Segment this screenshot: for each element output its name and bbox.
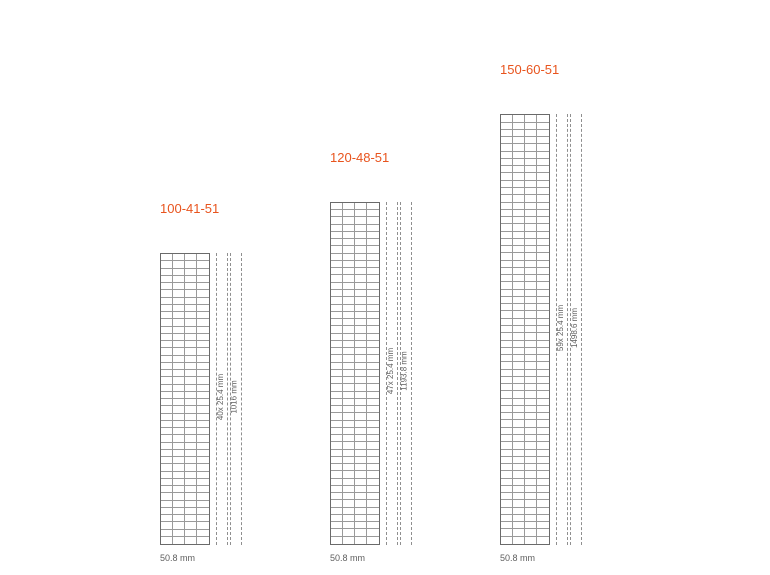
column-c150: 150-60-5150.8 mm59x 25.4 mm1498.6 mm [500,88,588,545]
dim-label-total: 1498.6 mm [570,308,580,348]
width-label: 50.8 mm [160,553,195,563]
column-c120: 120-48-5150.8 mm47x 25.4 mm1193.8 mm [330,176,418,545]
column-title: 150-60-51 [500,62,559,77]
width-label: 50.8 mm [330,553,365,563]
column-title: 120-48-51 [330,150,389,165]
dim-label-total: 1193.8 mm [400,352,410,391]
column-c100: 100-41-5150.8 mm40x 25.4 mm1016 mm [160,227,248,545]
width-label: 50.8 mm [500,553,535,563]
dim-label-total: 1016 mm [230,380,240,413]
column-title: 100-41-51 [160,201,219,216]
diagram-stage: 100-41-5150.8 mm40x 25.4 mm1016 mm 120-48… [0,0,770,575]
